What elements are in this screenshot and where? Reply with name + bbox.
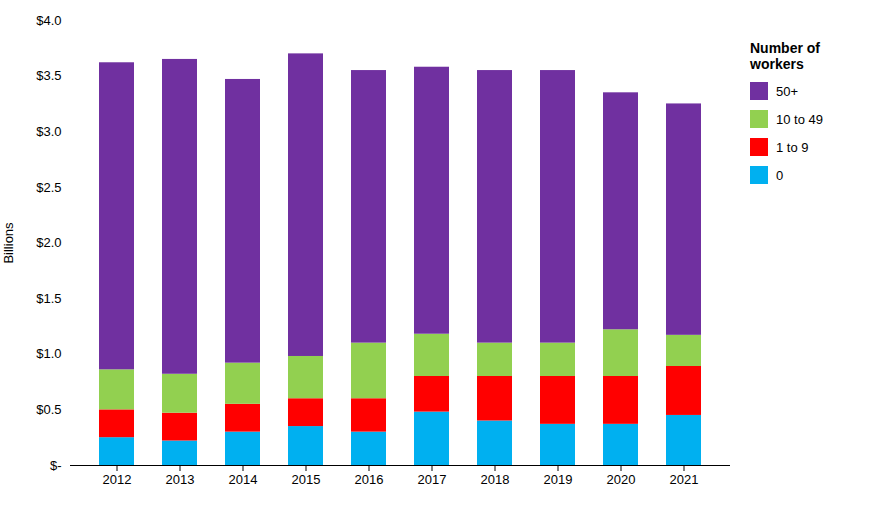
svg-text:2015: 2015 — [292, 472, 321, 487]
svg-text:Billions: Billions — [1, 222, 16, 264]
svg-text:2021: 2021 — [670, 472, 699, 487]
svg-text:$3.0: $3.0 — [36, 124, 61, 139]
svg-text:$-: $- — [50, 458, 62, 473]
html-text:Number of workers: Number of workers — [750, 40, 820, 72]
html-text:1 to 9: 1 to 9 — [776, 139, 809, 155]
svg-text:$3.5: $3.5 — [36, 68, 61, 83]
svg-text:$1.5: $1.5 — [36, 291, 61, 306]
svg-text:2013: 2013 — [166, 472, 195, 487]
svg-text:$2.5: $2.5 — [36, 180, 61, 195]
svg-text:$0.5: $0.5 — [36, 402, 61, 417]
svg-text:2012: 2012 — [103, 472, 132, 487]
svg-text:$2.0: $2.0 — [36, 235, 61, 250]
html-text:0: 0 — [776, 167, 784, 183]
svg-text:2019: 2019 — [544, 472, 573, 487]
svg-text:2017: 2017 — [418, 472, 447, 487]
svg-text:2020: 2020 — [607, 472, 636, 487]
svg-text:2018: 2018 — [481, 472, 510, 487]
svg-text:$1.0: $1.0 — [36, 346, 61, 361]
svg-text:$4.0: $4.0 — [36, 13, 61, 28]
html-text:50+: 50+ — [776, 83, 799, 99]
svg-text:2016: 2016 — [355, 472, 384, 487]
svg-text:2014: 2014 — [229, 472, 258, 487]
html-text:10 to 49: 10 to 49 — [776, 111, 823, 127]
